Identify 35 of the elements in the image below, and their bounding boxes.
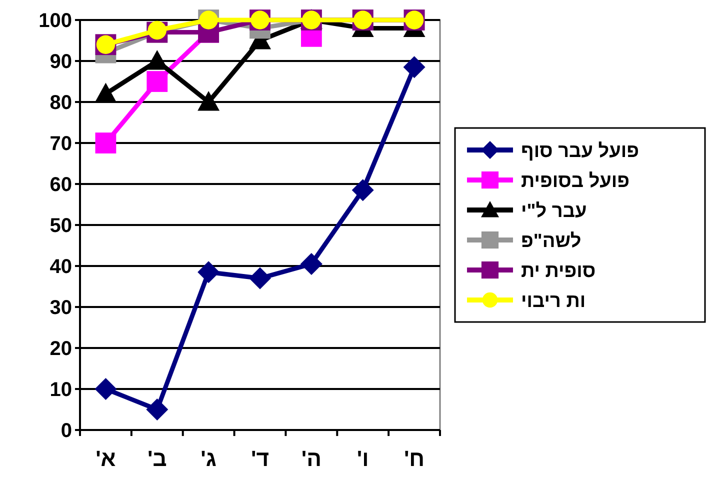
x-tick-label: ח' bbox=[404, 446, 425, 471]
y-tick-label: 20 bbox=[50, 338, 72, 360]
y-tick-label: 0 bbox=[60, 420, 72, 442]
legend-label: עבר ל"י bbox=[521, 201, 587, 222]
y-tick-label: 40 bbox=[50, 256, 72, 278]
x-tick-label: ד' bbox=[250, 446, 270, 471]
y-tick-label: 80 bbox=[50, 92, 72, 114]
point bbox=[249, 267, 271, 290]
x-tick-label: ג' bbox=[200, 446, 216, 471]
y-tick-label: 70 bbox=[50, 133, 72, 155]
y-tick-label: 60 bbox=[50, 174, 72, 196]
legend-label: פועל בסופית bbox=[521, 171, 630, 192]
y-tick-label: 90 bbox=[50, 51, 72, 73]
legend-label: פועל עבר סוף bbox=[521, 141, 639, 162]
point bbox=[94, 82, 117, 103]
y-tick-label: 100 bbox=[38, 10, 72, 32]
x-tick-label: ו' bbox=[356, 446, 369, 471]
point bbox=[352, 179, 374, 202]
point bbox=[300, 252, 322, 275]
legend-label: לשה"פ bbox=[521, 231, 582, 252]
point bbox=[95, 132, 116, 154]
point bbox=[198, 91, 220, 111]
x-tick-label: ב' bbox=[147, 446, 167, 471]
point bbox=[403, 56, 426, 78]
point bbox=[146, 398, 168, 420]
legend-label: ות ריבוי bbox=[521, 291, 586, 312]
y-tick-label: 50 bbox=[50, 215, 72, 237]
y-tick-label: 30 bbox=[50, 297, 72, 319]
x-tick-label: א' bbox=[96, 446, 116, 471]
legend-label: סופית ית bbox=[521, 261, 596, 282]
point bbox=[146, 71, 168, 92]
point bbox=[94, 378, 117, 400]
x-tick-label: ה' bbox=[301, 446, 322, 471]
y-tick-label: 10 bbox=[50, 379, 72, 401]
point bbox=[198, 261, 220, 284]
